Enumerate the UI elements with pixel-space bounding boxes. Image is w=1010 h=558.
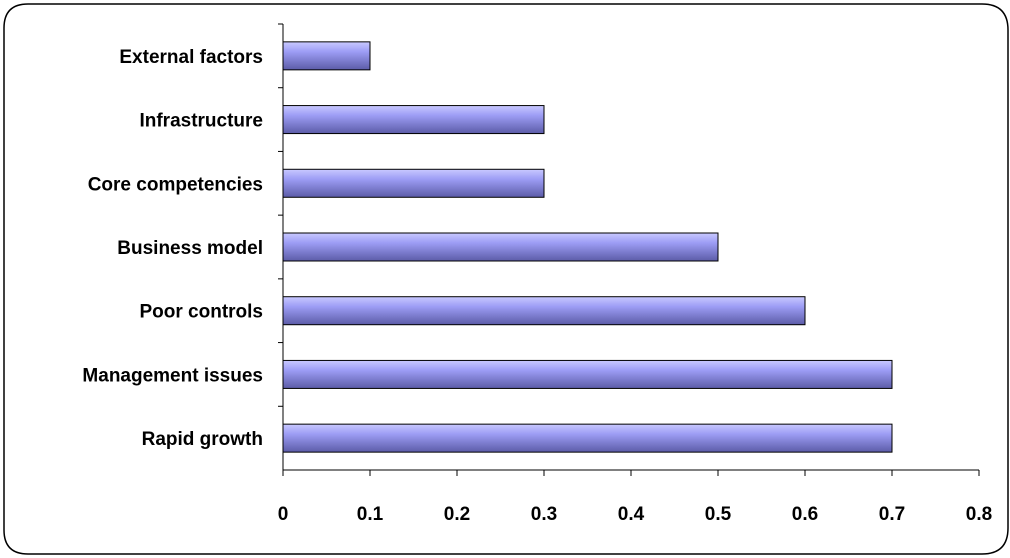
x-tick-label: 0.3 bbox=[531, 504, 557, 525]
category-label: Infrastructure bbox=[139, 111, 263, 132]
bar bbox=[282, 232, 719, 262]
bar bbox=[282, 168, 545, 198]
bar bbox=[282, 105, 545, 135]
chart-border bbox=[3, 3, 1009, 555]
category-label: Rapid growth bbox=[142, 429, 263, 450]
x-tick-label: 0.6 bbox=[792, 504, 818, 525]
bar bbox=[282, 359, 893, 389]
bar bbox=[282, 423, 893, 453]
bar bbox=[282, 41, 371, 71]
bar bbox=[282, 296, 806, 326]
category-label: Business model bbox=[117, 238, 263, 259]
x-tick-label: 0.1 bbox=[357, 504, 384, 525]
plot-area: Rapid growth Management issues Poor contro… bbox=[82, 23, 992, 525]
category-label: Management issues bbox=[82, 365, 263, 386]
category-label: External factors bbox=[119, 47, 263, 68]
category-label: Core competencies bbox=[88, 174, 263, 195]
category-label: Poor controls bbox=[139, 302, 263, 323]
x-tick-label: 0.7 bbox=[879, 504, 905, 525]
x-tick-label: 0.2 bbox=[444, 504, 470, 525]
x-tick-label: 0.4 bbox=[618, 504, 645, 525]
x-tick-label: 0.8 bbox=[966, 504, 992, 525]
x-tick-label: 0 bbox=[278, 504, 289, 525]
x-tick-label: 0.5 bbox=[705, 504, 732, 525]
